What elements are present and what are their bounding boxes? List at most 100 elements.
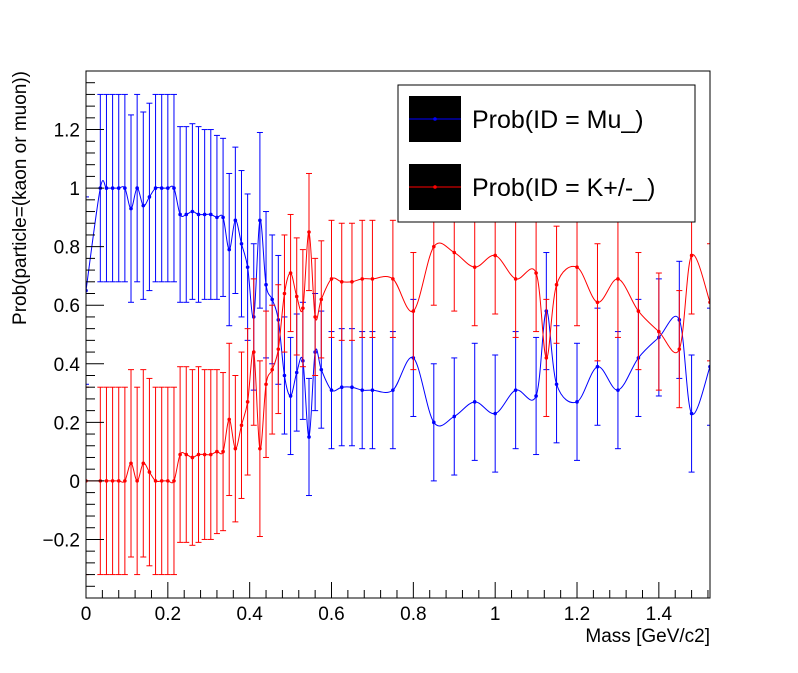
data-point xyxy=(239,423,244,428)
data-point xyxy=(452,250,457,255)
data-point xyxy=(319,367,324,372)
data-point xyxy=(110,479,115,483)
data-point xyxy=(251,350,256,354)
data-point xyxy=(294,294,299,299)
data-point xyxy=(135,479,139,483)
data-point xyxy=(227,417,232,422)
data-point xyxy=(129,206,133,211)
x-tick-label: 1.4 xyxy=(646,604,673,625)
y-axis-title: Prob(particle=(kaon or muon)) xyxy=(10,71,31,325)
data-point xyxy=(104,479,109,483)
data-point xyxy=(276,347,281,351)
data-point xyxy=(147,470,152,474)
data-point xyxy=(432,244,436,249)
legend-label-k: Prob(ID = K+/-_) xyxy=(472,174,655,202)
x-tick-label: 0 xyxy=(81,604,92,625)
data-point xyxy=(178,212,182,217)
x-tick-label: 0.8 xyxy=(400,604,426,625)
data-point xyxy=(123,479,127,483)
data-point xyxy=(575,265,579,269)
y-tick-label: 0 xyxy=(69,472,80,493)
data-point xyxy=(233,218,238,223)
data-point xyxy=(370,277,375,281)
data-point xyxy=(493,253,497,258)
data-point xyxy=(264,382,268,387)
data-point xyxy=(329,277,334,281)
data-point xyxy=(636,309,641,313)
data-point xyxy=(307,435,311,439)
data-point xyxy=(360,388,364,392)
data-point xyxy=(116,186,121,190)
data-point xyxy=(129,461,133,466)
data-point xyxy=(270,367,274,372)
x-axis-title: Mass [GeV/c2] xyxy=(585,626,710,647)
data-point xyxy=(554,382,559,387)
plot-frame xyxy=(85,70,711,599)
data-point xyxy=(575,400,579,404)
data-point xyxy=(196,212,201,217)
data-point xyxy=(411,309,416,313)
data-point xyxy=(166,186,170,190)
x-tick-label: 1.2 xyxy=(564,604,590,625)
data-point xyxy=(245,265,250,269)
data-point xyxy=(472,265,477,269)
data-point xyxy=(360,277,364,281)
legend-marker-mu xyxy=(433,117,437,121)
data-point xyxy=(294,370,299,375)
data-point xyxy=(221,215,225,220)
data-point xyxy=(282,291,287,296)
data-point xyxy=(513,277,518,281)
y-tick-label: 0.6 xyxy=(54,296,80,317)
data-point xyxy=(104,186,109,190)
data-point xyxy=(391,388,395,392)
data-point xyxy=(258,218,262,223)
data-point xyxy=(190,209,195,214)
data-point xyxy=(116,479,121,483)
data-point xyxy=(677,347,682,351)
data-point xyxy=(233,446,238,451)
data-point xyxy=(301,306,305,310)
data-point xyxy=(432,420,436,425)
data-point xyxy=(215,215,219,220)
data-point xyxy=(221,449,225,454)
data-point xyxy=(239,241,244,246)
data-point xyxy=(689,411,694,416)
data-point xyxy=(288,394,293,398)
data-point xyxy=(178,452,182,457)
data-point xyxy=(135,186,139,190)
x-tick-label: 0.6 xyxy=(318,604,344,625)
data-point xyxy=(159,479,164,483)
y-tick-label: 0.4 xyxy=(54,355,81,376)
data-point xyxy=(513,388,518,392)
data-point xyxy=(554,282,559,287)
data-point xyxy=(209,212,213,217)
data-point xyxy=(472,400,477,404)
data-point xyxy=(319,297,324,302)
data-point xyxy=(595,364,600,369)
data-point xyxy=(258,446,262,451)
data-point xyxy=(595,300,600,305)
x-tick-label: 0.2 xyxy=(155,604,181,625)
data-point xyxy=(215,449,219,454)
legend-label-mu: Prob(ID = Mu_) xyxy=(472,106,644,134)
data-point xyxy=(123,186,127,190)
data-point xyxy=(202,452,207,457)
data-point xyxy=(153,479,158,483)
legend-marker-k xyxy=(433,185,437,189)
data-point xyxy=(147,195,152,199)
data-point xyxy=(264,282,268,287)
data-point xyxy=(616,277,620,281)
data-point xyxy=(534,394,538,398)
legend: Prob(ID = Mu_) Prob(ID = K+/-_) xyxy=(397,84,696,223)
legend-item-k: Prob(ID = K+/-_) xyxy=(409,164,655,210)
data-point xyxy=(270,297,274,302)
data-point xyxy=(202,212,207,217)
y-tick-label: 0.8 xyxy=(54,238,80,259)
data-point xyxy=(544,356,549,360)
data-point xyxy=(391,277,395,281)
data-point xyxy=(141,461,146,466)
y-tick-label: 1.2 xyxy=(54,121,80,142)
data-point xyxy=(245,400,250,404)
data-point xyxy=(350,385,354,390)
